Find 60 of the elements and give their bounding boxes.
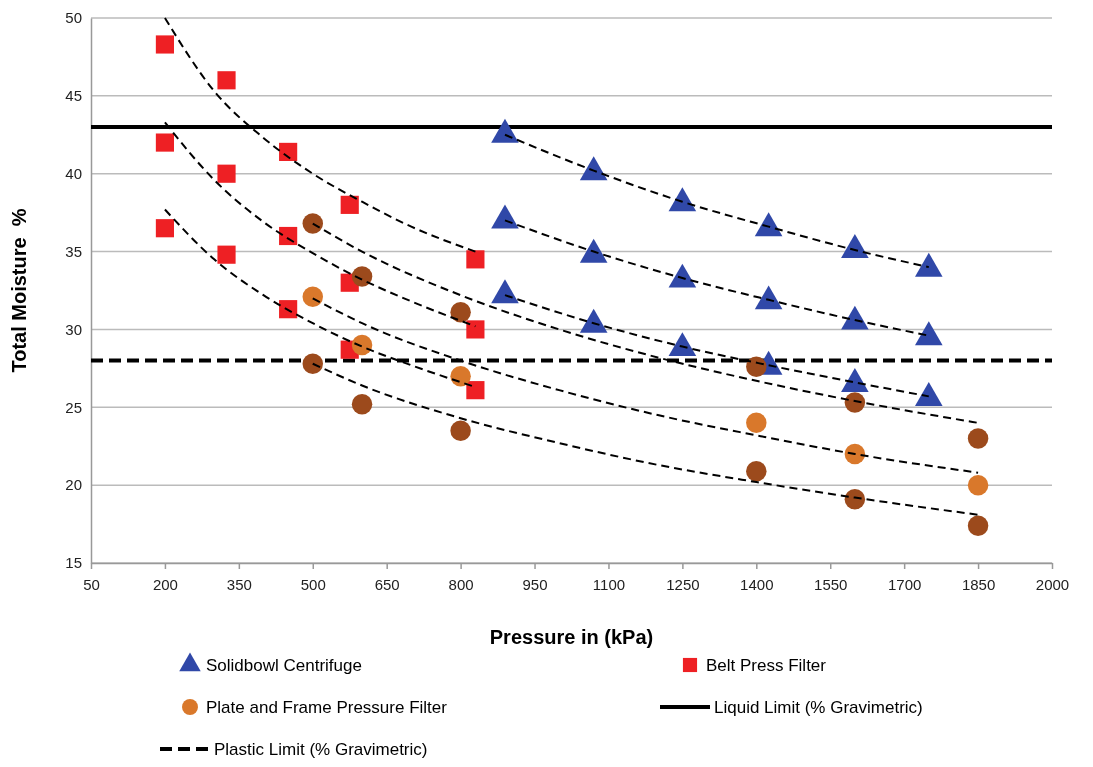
point (279, 300, 298, 319)
x-tick-label: 350 (226, 576, 252, 593)
legend-label: Plastic Limit (% Gravimetric) (214, 740, 428, 759)
point (746, 356, 767, 378)
y-tick-label: 35 (65, 242, 82, 260)
legend-label: Belt Press Filter (706, 656, 827, 675)
x-tick-label: 950 (522, 576, 548, 593)
point (351, 334, 373, 356)
x-tick-label: 1400 (740, 576, 774, 593)
point (967, 428, 989, 449)
legend-label: Plate and Frame Pressure Filter (206, 698, 448, 717)
legend-label: Liquid Limit (% Gravimetric) (714, 698, 923, 717)
x-tick-label: 2000 (1035, 576, 1070, 593)
point (279, 226, 298, 246)
point (302, 213, 324, 234)
x-axis-title: Pressure in (kPa) (489, 626, 654, 648)
point (155, 133, 175, 152)
x-tick-label: 1850 (961, 576, 996, 593)
x-tick-label: 800 (448, 576, 474, 593)
y-tick-label: 45 (65, 87, 82, 105)
x-tick-label: 50 (83, 576, 100, 593)
point (217, 71, 236, 90)
point (302, 286, 324, 307)
y-tick-label: 50 (65, 9, 82, 27)
point (340, 195, 359, 214)
x-tick-label: 1250 (666, 576, 700, 593)
point (967, 474, 989, 496)
x-tick-label: 500 (300, 576, 326, 593)
point (450, 420, 471, 441)
y-tick-label: 30 (65, 320, 82, 338)
y-tick-label: 15 (65, 554, 82, 572)
x-tick-label: 650 (374, 576, 400, 593)
point (746, 412, 767, 434)
point (279, 142, 298, 161)
point (155, 219, 175, 238)
point (302, 353, 324, 374)
point (217, 245, 236, 264)
point (844, 392, 866, 413)
point (217, 164, 236, 183)
point (746, 460, 767, 482)
y-axis-title: Total Moisture % (8, 208, 30, 373)
point (844, 443, 866, 465)
y-tick-label: 25 (65, 398, 82, 416)
point (466, 320, 485, 339)
point (450, 302, 471, 323)
x-tick-label: 1100 (592, 576, 626, 593)
point (466, 381, 485, 400)
point (466, 250, 485, 269)
y-tick-label: 40 (65, 165, 82, 183)
x-tick-label: 1700 (887, 576, 922, 593)
point (351, 393, 373, 415)
x-tick-label: 200 (152, 576, 178, 593)
y-tick-label: 20 (65, 476, 82, 494)
point (844, 488, 866, 510)
legend-label: Solidbowl Centrifuge (206, 656, 362, 675)
point (967, 515, 989, 536)
point (155, 35, 175, 54)
x-tick-label: 1550 (814, 576, 848, 593)
point (351, 266, 373, 287)
point (450, 365, 471, 387)
